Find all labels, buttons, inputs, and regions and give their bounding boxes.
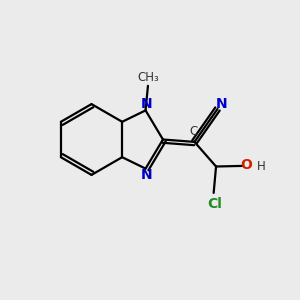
- Text: H: H: [257, 160, 266, 173]
- Text: N: N: [140, 168, 152, 182]
- Text: N: N: [140, 97, 152, 111]
- Text: C: C: [190, 125, 198, 138]
- Text: N: N: [216, 97, 228, 111]
- Text: Cl: Cl: [207, 197, 222, 211]
- Text: O: O: [240, 158, 252, 172]
- Text: CH₃: CH₃: [137, 71, 159, 84]
